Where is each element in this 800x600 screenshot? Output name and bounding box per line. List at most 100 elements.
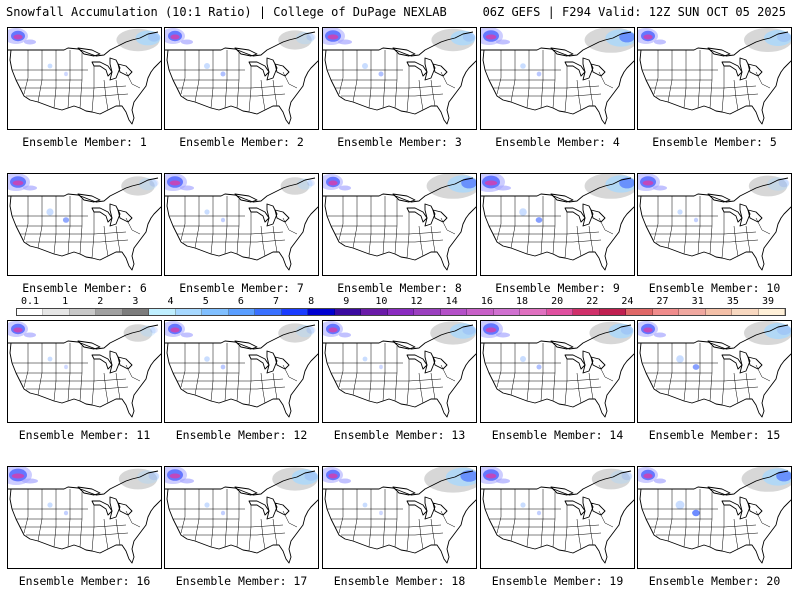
snow-blob (297, 178, 313, 190)
snow-blob (304, 471, 318, 481)
state-borders (169, 50, 298, 113)
snow-shading (165, 174, 315, 223)
snow-blob (654, 332, 666, 338)
snow-blob (47, 63, 53, 69)
snow-blob (339, 478, 351, 484)
snowfall-map (7, 320, 162, 423)
snow-blob (181, 332, 193, 338)
chart-title: Snowfall Accumulation (10:1 Ratio) | Col… (6, 5, 447, 19)
member-caption: Ensemble Member: 10 (648, 281, 781, 295)
snow-blob (378, 71, 384, 77)
snow-shading (8, 321, 158, 370)
legend-label: 5 (202, 296, 209, 307)
snow-blob (291, 469, 318, 485)
legend-label: 2 (97, 296, 104, 307)
legend-label: 7 (272, 296, 280, 307)
snow-blob (180, 478, 194, 484)
member-caption: Ensemble Member: 3 (337, 135, 462, 149)
snow-blob (47, 356, 53, 362)
member-caption: Ensemble Member: 11 (18, 428, 151, 442)
snow-blob (362, 502, 368, 508)
snow-blob (643, 473, 653, 479)
snowfall-map (637, 466, 792, 569)
snow-blob (676, 355, 684, 363)
state-borders (485, 196, 614, 259)
snow-shading (165, 321, 316, 370)
member-caption: Ensemble Member: 14 (491, 428, 624, 442)
legend-label: 18 (515, 296, 529, 307)
state-borders (12, 196, 141, 259)
snowfall-map (480, 466, 635, 569)
ensemble-panel: Ensemble Member: 18 (322, 466, 477, 590)
snow-blob (11, 473, 25, 479)
legend-swatch (122, 309, 150, 315)
legend-label: 16 (480, 296, 493, 307)
legend-swatch (732, 309, 759, 315)
snow-blob (462, 325, 476, 335)
member-caption: Ensemble Member: 19 (491, 574, 624, 588)
snow-shading (8, 28, 161, 77)
snow-blob (379, 364, 383, 370)
ensemble-panel: Ensemble Member: 1 (7, 27, 162, 151)
state-borders (642, 50, 771, 113)
ensemble-panel: Ensemble Member: 2 (164, 27, 319, 151)
snow-blob (327, 34, 339, 40)
state-borders (12, 50, 141, 113)
member-caption: Ensemble Member: 16 (18, 574, 151, 588)
member-caption: Ensemble Member: 8 (337, 281, 462, 295)
coastline-outline (323, 470, 476, 564)
coastline-outline (323, 324, 476, 418)
coastline-outline (165, 177, 318, 271)
snow-blob (22, 478, 38, 484)
snow-blob (776, 470, 791, 482)
snow-blob (536, 71, 542, 77)
state-borders (485, 343, 614, 406)
snow-shading (481, 174, 634, 223)
snow-blob (449, 323, 476, 339)
snow-blob (140, 325, 156, 337)
snow-blob (306, 33, 316, 41)
snow-blob (654, 478, 666, 484)
snow-blob (485, 34, 497, 40)
snow-blob (485, 327, 497, 333)
snow-blob (339, 332, 351, 338)
snow-blob (307, 179, 315, 187)
legend-swatch (652, 309, 680, 315)
snow-shading (323, 28, 476, 77)
state-borders (642, 489, 771, 552)
snow-blob (328, 327, 338, 333)
snow-blob (24, 39, 36, 45)
ensemble-panel: Ensemble Member: 5 (637, 27, 792, 151)
snow-blob (220, 217, 226, 223)
legend-label: 3 (132, 296, 139, 307)
snowfall-map (480, 320, 635, 423)
snowfall-map (164, 173, 319, 276)
coastline-outline (323, 177, 476, 271)
snow-blob (621, 471, 633, 481)
member-caption: Ensemble Member: 18 (333, 574, 466, 588)
snow-blob (520, 63, 526, 69)
snowfall-map (637, 173, 792, 276)
snow-blob (764, 323, 791, 339)
snow-blob (653, 185, 667, 191)
snow-blob (339, 185, 351, 191)
coastline-outline (8, 177, 161, 271)
legend-swatch (467, 309, 494, 315)
snow-blob (149, 179, 159, 187)
legend-label: 9 (343, 296, 350, 307)
coastline-outline (481, 470, 634, 564)
coastline-outline (8, 324, 161, 418)
snow-blob (536, 364, 542, 370)
legend-label: 27 (656, 296, 669, 307)
snow-shading (481, 467, 633, 516)
snowfall-map (7, 173, 162, 276)
snow-blob (620, 325, 634, 335)
legend-swatch (281, 309, 309, 315)
legend-swatch (69, 309, 97, 315)
member-caption: Ensemble Member: 9 (495, 281, 620, 295)
snowfall-map (480, 173, 635, 276)
state-borders (642, 196, 771, 259)
snow-blob (767, 177, 789, 191)
snow-blob (204, 502, 210, 508)
ensemble-panel: Ensemble Member: 6 (7, 173, 162, 297)
